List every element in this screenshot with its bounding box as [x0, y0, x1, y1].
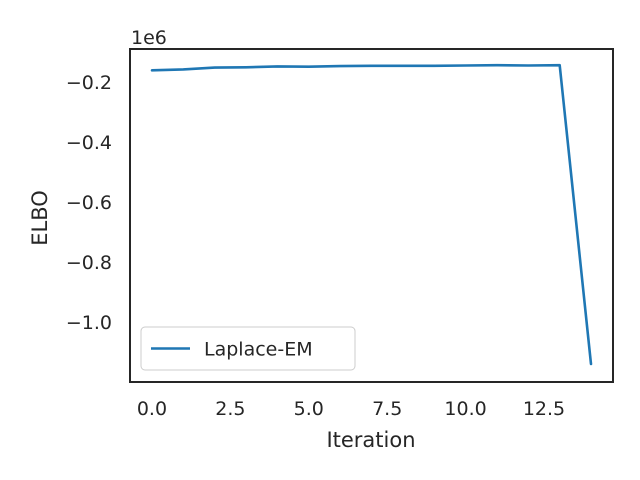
y-tick-label: −1.0	[66, 312, 112, 334]
x-axis-ticks: 0.0 2.5 5.0 7.5 10.0 12.5	[137, 398, 565, 420]
x-tick-label: 10.0	[444, 398, 486, 420]
x-tick-label: 7.5	[372, 398, 402, 420]
y-offset-label: 1e6	[131, 27, 167, 49]
legend-label: Laplace-EM	[204, 339, 313, 361]
y-tick-label: −0.4	[66, 132, 112, 154]
y-axis-ticks: −0.2 −0.4 −0.6 −0.8 −1.0	[66, 72, 112, 334]
plot-area	[150, 63, 593, 366]
y-tick-label: −0.8	[66, 252, 112, 274]
legend-box	[140, 326, 356, 371]
legend: Laplace-EM	[140, 326, 356, 371]
series-line-laplace-em	[150, 63, 593, 366]
x-axis-label: Iteration	[326, 428, 415, 452]
x-tick-label: 2.5	[215, 398, 245, 420]
y-tick-label: −0.2	[66, 72, 112, 94]
y-tick-label: −0.6	[66, 192, 112, 214]
y-axis-label: ELBO	[28, 190, 52, 246]
axes-frame	[129, 48, 614, 383]
x-tick-label: 5.0	[294, 398, 324, 420]
x-tick-label: 12.5	[523, 398, 565, 420]
x-tick-label: 0.0	[137, 398, 167, 420]
